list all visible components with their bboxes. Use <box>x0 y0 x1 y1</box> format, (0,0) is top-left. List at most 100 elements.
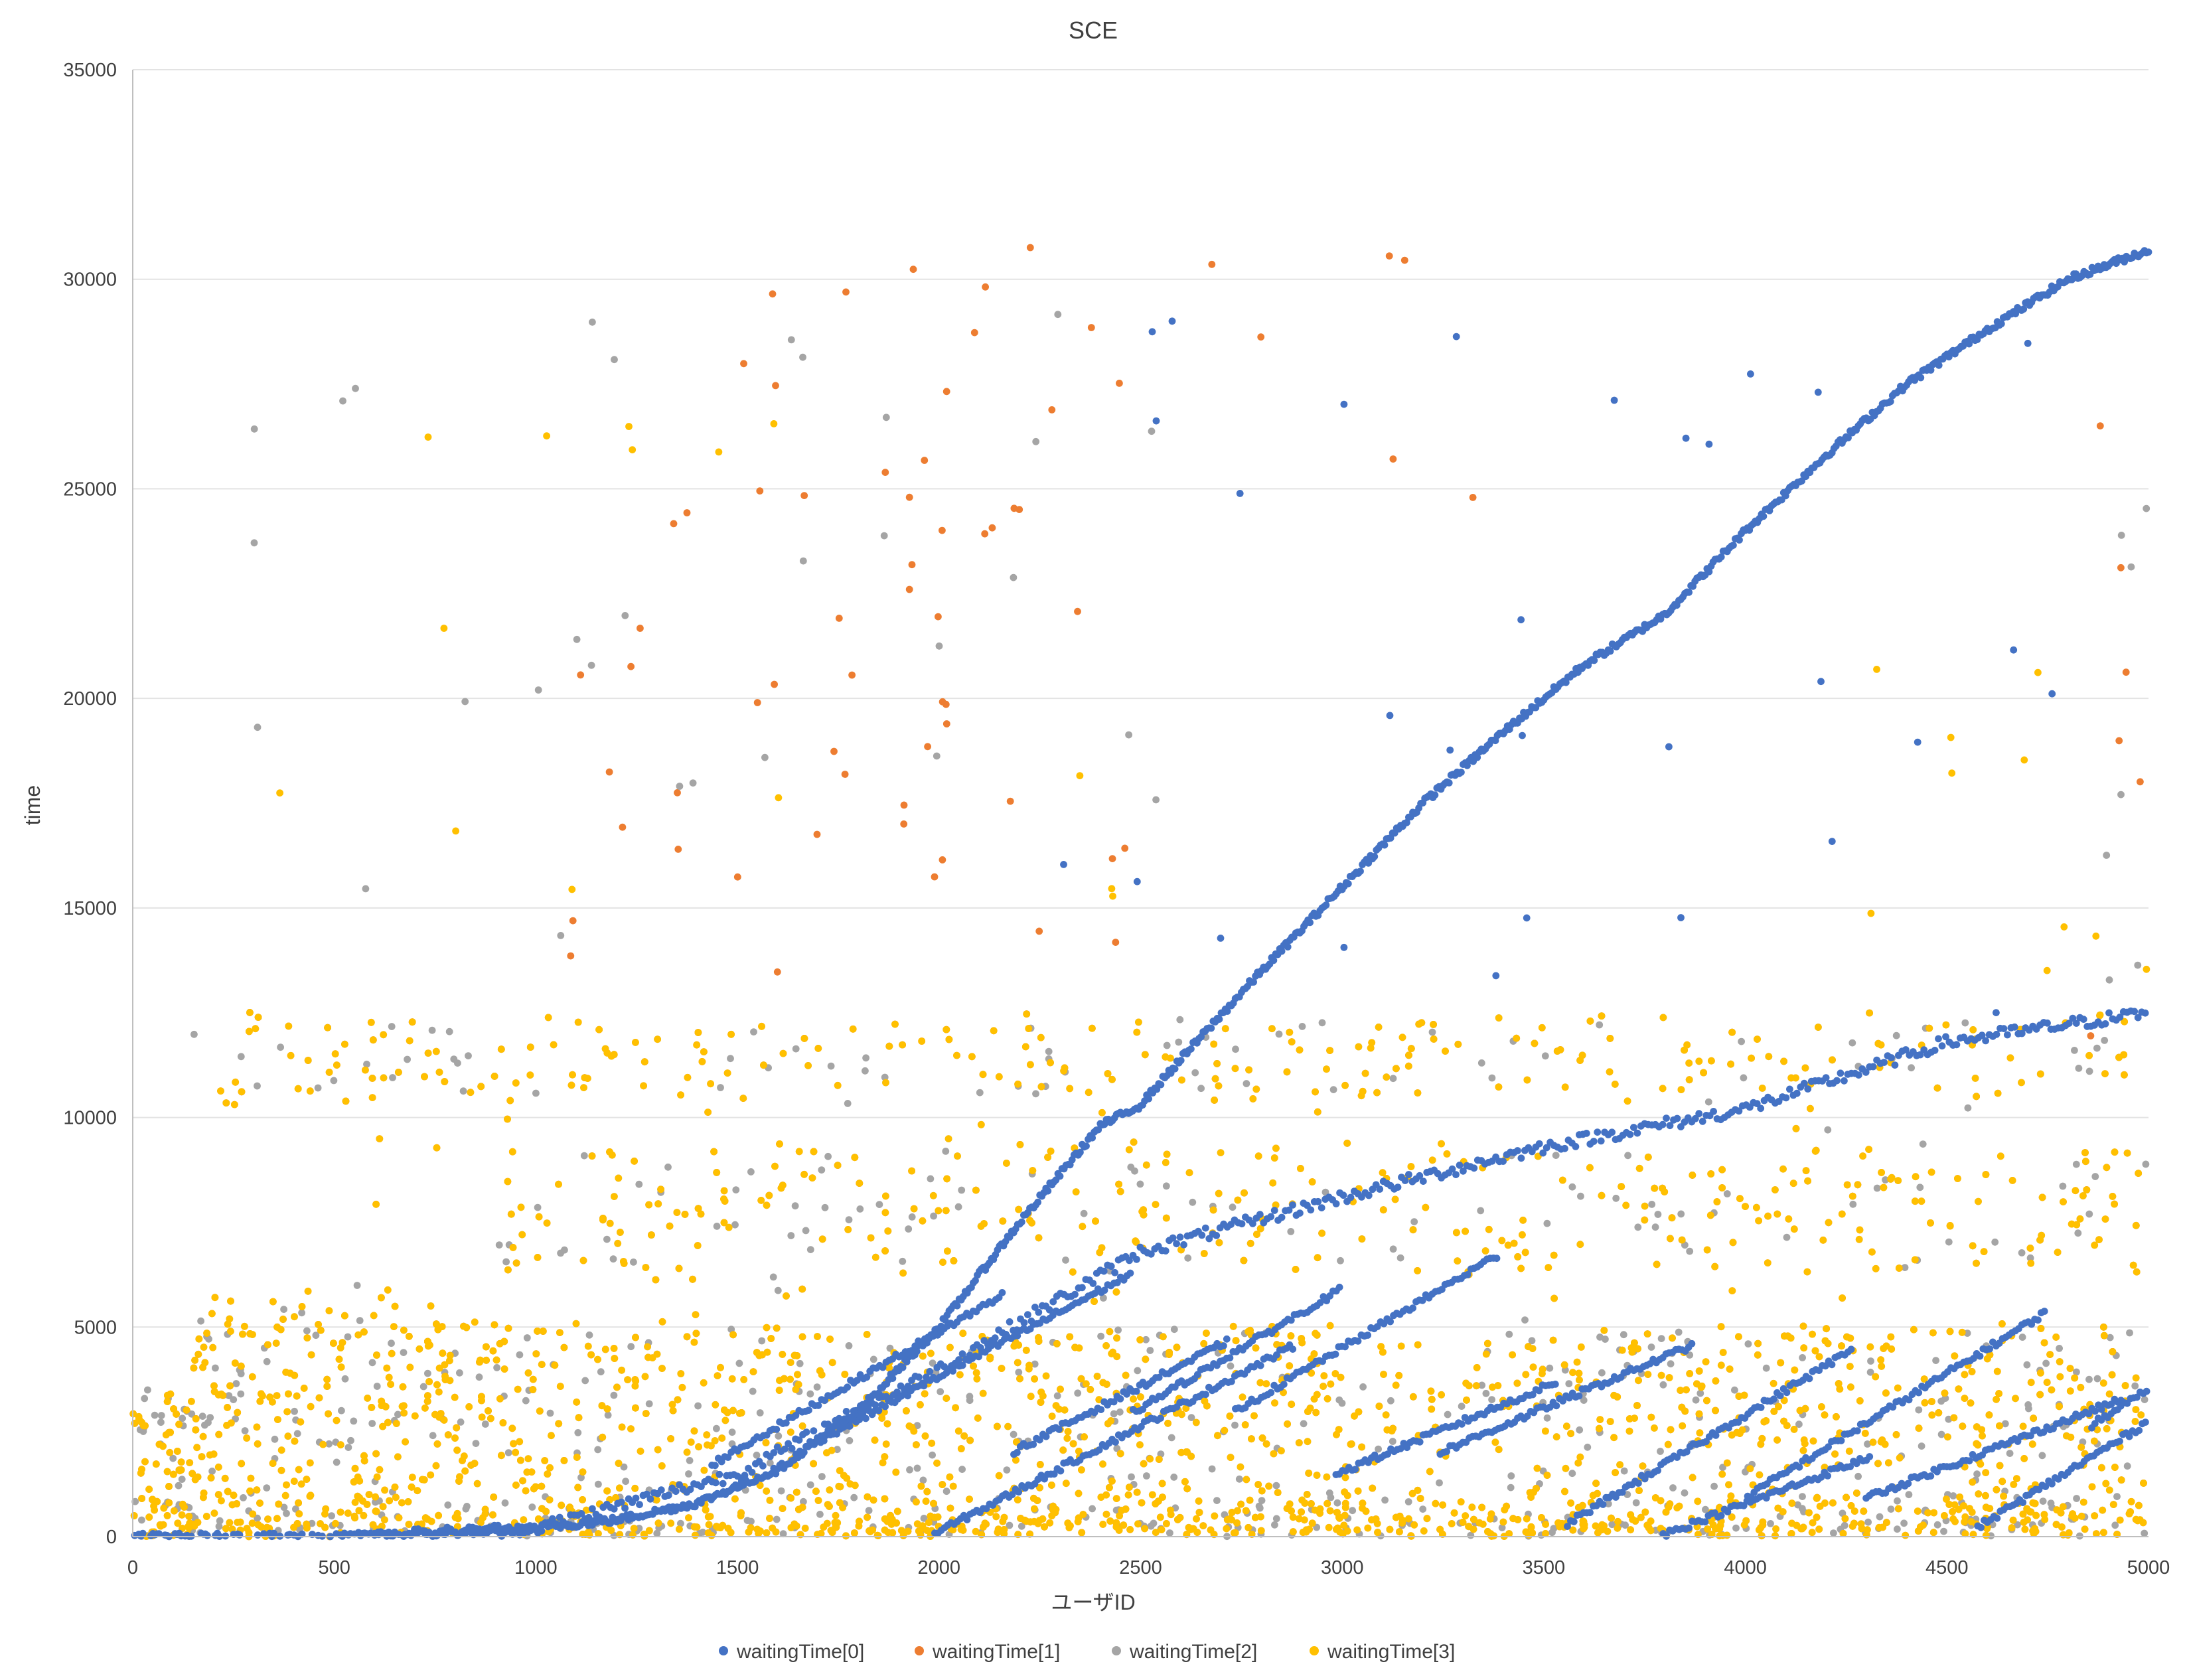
data-point <box>618 1423 626 1431</box>
data-point <box>939 1259 946 1266</box>
data-point <box>821 1203 829 1211</box>
data-point <box>195 1335 203 1343</box>
data-point <box>1735 1333 1742 1341</box>
data-point <box>1744 1340 1752 1348</box>
data-point <box>1072 1188 1080 1195</box>
data-point <box>415 1345 423 1353</box>
data-point <box>1414 1267 1422 1274</box>
data-point <box>792 1045 800 1053</box>
data-point <box>1016 1375 1023 1383</box>
data-point <box>580 1152 588 1160</box>
data-point <box>2014 1521 2021 1529</box>
data-point <box>1021 1043 1029 1051</box>
data-point <box>548 1432 555 1440</box>
data-point <box>341 1040 348 1048</box>
data-point <box>1908 1064 1916 1072</box>
data-point <box>1428 1156 1436 1164</box>
data-point <box>1798 1505 1806 1513</box>
data-point <box>747 1517 755 1525</box>
data-point <box>1748 1054 1756 1062</box>
data-point <box>1641 1216 1649 1224</box>
data-point <box>524 1455 532 1463</box>
data-point <box>692 1311 700 1318</box>
data-point <box>1298 1335 1306 1342</box>
data-point <box>2111 1521 2119 1529</box>
data-point <box>1164 1419 1171 1427</box>
data-point <box>428 1026 436 1034</box>
data-point <box>432 1047 440 1055</box>
data-point <box>546 1464 554 1472</box>
data-point <box>990 1027 998 1035</box>
data-point <box>707 1080 714 1088</box>
data-point <box>1602 1336 1609 1343</box>
data-point <box>1773 1436 1781 1444</box>
data-point <box>191 1476 199 1484</box>
data-point <box>1569 1369 1577 1377</box>
data-point <box>2059 1182 2067 1190</box>
data-point <box>2131 1418 2139 1425</box>
chart-title: SCE <box>1069 17 1118 44</box>
data-point <box>863 1331 871 1338</box>
data-point <box>138 1516 145 1524</box>
data-point <box>1494 1382 1502 1389</box>
data-point <box>1269 1179 1277 1187</box>
data-point <box>169 1454 177 1462</box>
data-point <box>1499 1518 1507 1526</box>
data-point <box>1407 1532 1415 1540</box>
data-point <box>1598 1369 1606 1377</box>
data-point <box>1146 1455 1154 1463</box>
data-point <box>1801 1440 1809 1448</box>
data-point <box>1195 1497 1203 1505</box>
data-point <box>791 1202 799 1210</box>
data-point <box>1398 1517 1406 1524</box>
data-point <box>227 1328 234 1336</box>
data-point <box>732 1186 740 1193</box>
data-point <box>1488 1396 1496 1404</box>
data-point <box>325 1307 333 1315</box>
data-point <box>2093 1044 2101 1052</box>
data-point <box>1868 1248 1876 1256</box>
data-point <box>631 1376 639 1383</box>
data-point <box>1304 1438 1312 1446</box>
data-point <box>556 1329 564 1336</box>
data-point <box>550 1041 558 1049</box>
data-point <box>1473 1364 1481 1371</box>
data-point <box>1773 1210 1781 1218</box>
data-point <box>683 1448 691 1456</box>
data-point <box>627 1425 635 1433</box>
data-point <box>1286 1028 1294 1036</box>
data-point <box>615 1460 623 1467</box>
data-point <box>693 1041 701 1049</box>
data-point <box>1160 1333 1167 1341</box>
data-point <box>943 1395 950 1403</box>
data-point <box>1031 1505 1038 1513</box>
data-point <box>1919 1140 1927 1148</box>
data-point <box>1929 1329 1937 1337</box>
data-point <box>727 1326 735 1334</box>
data-point <box>1973 1470 1981 1478</box>
data-point <box>1163 1041 1171 1049</box>
data-point <box>919 1217 927 1225</box>
data-point <box>306 1087 314 1095</box>
data-point <box>1815 1353 1823 1361</box>
data-point <box>429 1432 437 1440</box>
x-tick-label: 4000 <box>1724 1557 1767 1578</box>
data-point <box>841 1371 849 1378</box>
data-point <box>2073 1368 2080 1376</box>
data-point <box>1100 1294 1107 1302</box>
data-point <box>1167 1511 1175 1519</box>
data-point <box>836 1499 844 1507</box>
data-point <box>433 1381 441 1389</box>
x-tick-label: 4500 <box>1925 1557 1969 1578</box>
data-point <box>392 1420 400 1427</box>
data-point <box>1753 1203 1760 1211</box>
data-point <box>1420 1527 1428 1535</box>
data-point <box>1866 1343 1874 1351</box>
data-point <box>673 1209 681 1216</box>
data-point <box>271 1435 279 1443</box>
data-point <box>1381 1496 1389 1504</box>
data-point <box>1657 1448 1664 1455</box>
data-point <box>581 1377 589 1385</box>
data-point <box>2025 1405 2032 1413</box>
data-point <box>731 1495 739 1503</box>
